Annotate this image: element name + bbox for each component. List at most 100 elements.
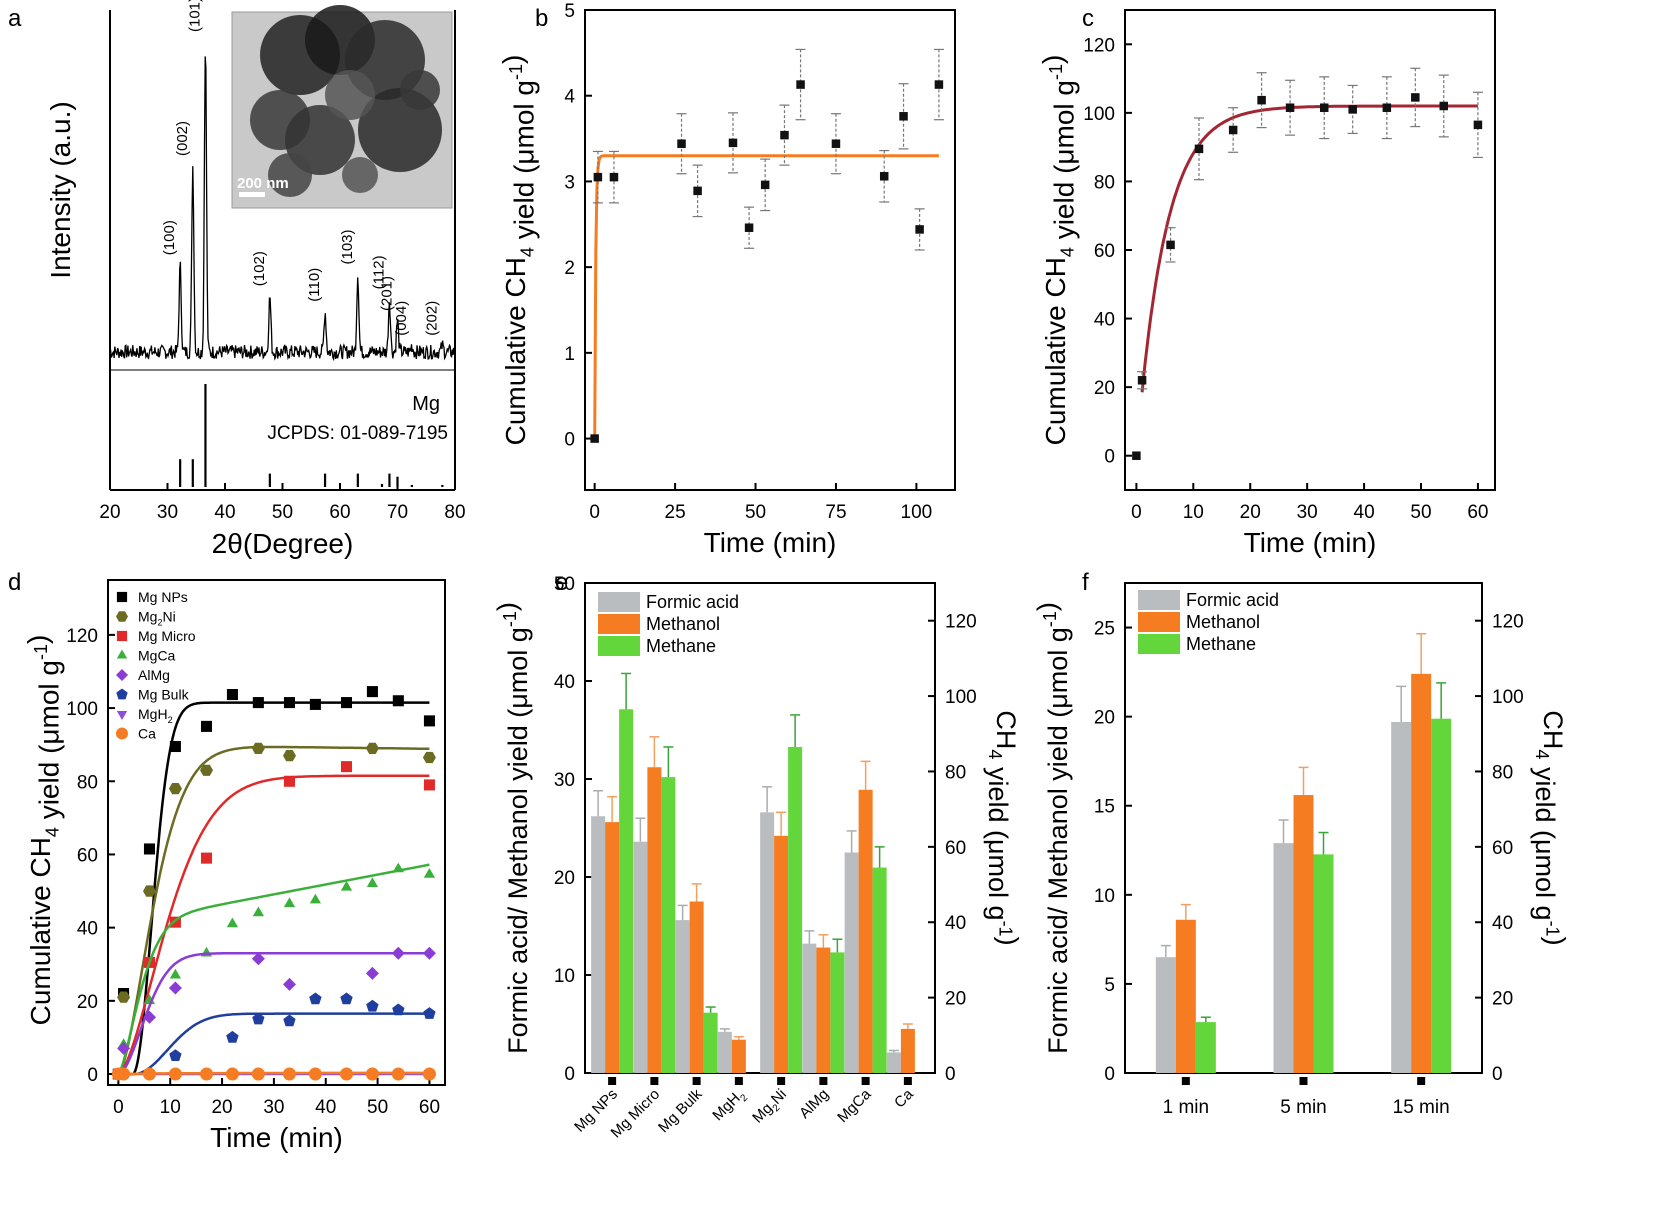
- f-bar-methane: [1313, 854, 1334, 1073]
- e-bar-methane: [661, 777, 676, 1073]
- b-ytick-label: 3: [564, 172, 575, 193]
- d-legend-marker: [116, 711, 128, 720]
- d-point-mg2ni: [168, 783, 182, 795]
- d-xtick-label: 10: [160, 1097, 181, 1118]
- c-frame: [1124, 9, 1496, 491]
- e-legend-label: Methanol: [646, 614, 720, 634]
- d-fit-ca: [118, 1071, 430, 1076]
- e-category-tick: [608, 1077, 617, 1085]
- d-point-mg-bulk: [226, 1030, 239, 1043]
- d-point-almg: [251, 952, 265, 966]
- d-point-mg-nps: [252, 697, 264, 709]
- c-ytick-label: 120: [1083, 35, 1115, 56]
- c-data-point: [1348, 105, 1357, 114]
- panel-letter-f: f: [1082, 569, 1089, 596]
- e-category-tick: [692, 1077, 701, 1085]
- d-legend-marker: [116, 727, 128, 740]
- d-point-ca: [282, 1067, 296, 1081]
- e-category-label: Mg Bulk: [655, 1085, 706, 1136]
- d-point-mg-bulk: [252, 1012, 265, 1025]
- d-legend-label: MgH2: [138, 706, 173, 725]
- d-legend-label: Mg2Ni: [138, 609, 176, 628]
- d-point-mg-nps: [392, 695, 404, 707]
- d-ytick-label: 60: [77, 845, 98, 866]
- f-y2tick-label: 100: [1492, 687, 1524, 708]
- b-ytick-label: 1: [564, 344, 575, 365]
- e-bar-methanol: [731, 1039, 746, 1073]
- e-ytick-label: 20: [554, 868, 575, 889]
- e-category-tick: [734, 1077, 743, 1085]
- d-point-mg2ni: [365, 742, 379, 754]
- f-ytick-label: 10: [1094, 886, 1115, 907]
- d-point-ca: [251, 1067, 265, 1081]
- d-xtick-label: 30: [263, 1097, 284, 1118]
- b-data-point: [677, 139, 686, 148]
- c-xtick-label: 10: [1183, 502, 1204, 523]
- e-bar-methane: [619, 709, 634, 1073]
- e-frame: [584, 582, 936, 1074]
- panel-f-product-yields-time: f 0 5 10 15 20 25 0 20 40 60 80 100 120 1 min 5 min 15 m…: [1032, 569, 1571, 1118]
- d-legend-label: Mg NPs: [138, 589, 188, 605]
- d-legend-label: MgCa: [138, 648, 176, 664]
- d-point-mgca: [392, 862, 404, 873]
- d-xtick-label: 60: [419, 1097, 440, 1118]
- c-data-point: [1132, 451, 1141, 460]
- f-bar-formic-acid: [1155, 957, 1176, 1073]
- e-y2tick-label: 0: [945, 1064, 956, 1085]
- d-point-mgca: [169, 968, 181, 979]
- e-bar-formic-acid: [802, 943, 817, 1073]
- d-fit-mg2ni: [117, 745, 430, 1075]
- b-xtick-label: 0: [589, 502, 600, 523]
- e-legend-swatch: [598, 636, 640, 656]
- f-y2tick-label: 0: [1492, 1064, 1503, 1085]
- e-category-label: MgH2: [709, 1085, 750, 1126]
- b-xtick-label: 50: [745, 502, 766, 523]
- tem-particle: [400, 70, 440, 110]
- a-xtick-label: 20: [99, 502, 120, 523]
- panel-c-ch4-yield-kinetics: c 0 10 20 30 40 50 60 0 20 40 60 80 100 120 Time (min) C…: [1037, 5, 1496, 558]
- b-xtick-label: 25: [665, 502, 686, 523]
- c-data-point: [1137, 376, 1147, 385]
- d-point-ca: [391, 1067, 405, 1081]
- c-xtick-label: 50: [1410, 502, 1431, 523]
- panel-b-ch4-yield-long: b 0 25 50 75 100 0 1 2 3 4 5 Time (min) Cumulative CH…: [497, 1, 956, 558]
- b-data-point: [879, 172, 889, 181]
- c-y-axis-title: Cumulative CH4 yield (μmol g-1): [1037, 55, 1079, 446]
- e-category-tick: [861, 1077, 870, 1085]
- b-y-axis-title: Cumulative CH4 yield (μmol g-1): [497, 55, 539, 446]
- d-xtick-label: 0: [113, 1097, 124, 1118]
- d-point-mg-nps: [200, 720, 213, 732]
- a-xtick-label: 60: [329, 502, 350, 523]
- d-point-mg-micro: [200, 852, 213, 864]
- d-point-mgca: [423, 868, 436, 878]
- a-x-axis-title: 2θ(Degree): [212, 528, 354, 559]
- e-bar-methanol: [689, 901, 704, 1073]
- d-point-mg-bulk: [392, 1003, 405, 1016]
- e-bar-formic-acid: [760, 812, 775, 1073]
- c-data-point: [1257, 95, 1266, 105]
- d-legend-label: AlMg: [138, 667, 170, 683]
- f-category-label: 15 min: [1393, 1097, 1450, 1118]
- a-xtick-label: 70: [387, 502, 408, 523]
- c-xtick-label: 60: [1467, 502, 1488, 523]
- d-ytick-label: 100: [66, 699, 98, 720]
- d-legend-marker: [116, 611, 128, 622]
- e-category-label: Ca: [891, 1085, 917, 1111]
- c-ytick-label: 80: [1094, 172, 1115, 193]
- d-frame: [107, 579, 446, 1086]
- e-bar-methane: [703, 1012, 718, 1073]
- panel-letter-d: d: [8, 569, 21, 596]
- d-legend-marker: [116, 630, 128, 642]
- f-legend-label: Methanol: [1186, 612, 1260, 632]
- a-xtick-label: 50: [272, 502, 293, 523]
- d-point-ca: [142, 1067, 156, 1081]
- b-data-point: [915, 225, 924, 234]
- f-legend-label: Formic acid: [1186, 590, 1279, 610]
- a-inset-scale-label: 200 nm: [237, 175, 289, 192]
- d-point-mg2ni: [251, 742, 265, 754]
- f-ytick-label: 20: [1094, 708, 1115, 729]
- tem-scale-bar: [239, 192, 265, 197]
- b-data-point: [760, 180, 770, 190]
- a-tem-inset-image: [231, 5, 453, 209]
